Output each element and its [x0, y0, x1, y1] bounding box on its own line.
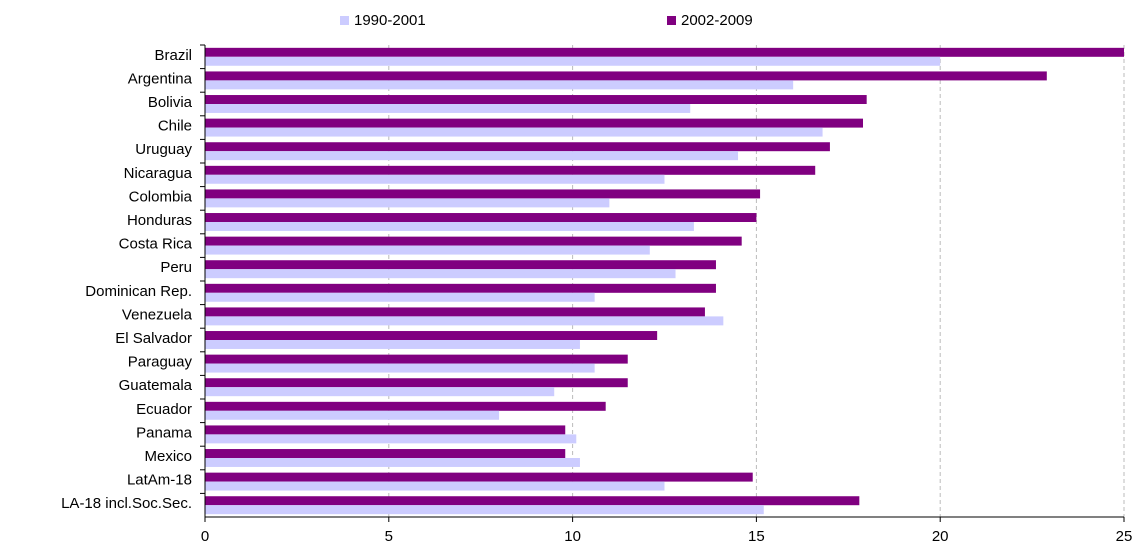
x-tick-label: 25 [1116, 528, 1133, 545]
legend-label: 2002-2009 [681, 12, 753, 29]
y-tick-label: LatAm-18 [127, 472, 192, 489]
bar [205, 118, 864, 128]
bar [205, 174, 665, 184]
bar [205, 354, 628, 364]
bar [205, 331, 658, 340]
bar [205, 80, 794, 90]
bar [205, 363, 595, 373]
y-tick-label: Peru [160, 259, 192, 276]
bar [205, 151, 739, 161]
x-tick-label: 10 [564, 528, 581, 545]
bar [205, 71, 1047, 81]
y-tick-label: Chile [158, 118, 192, 135]
x-tick-label: 5 [385, 528, 393, 545]
legend-swatch [667, 16, 676, 25]
bar [205, 198, 610, 208]
bar [205, 142, 830, 152]
bar [205, 378, 628, 388]
bar [205, 236, 742, 246]
y-tick-label: El Salvador [115, 330, 192, 347]
x-tick-label: 15 [748, 528, 765, 545]
bar [205, 505, 764, 515]
y-tick-label: Argentina [128, 70, 193, 87]
bar [205, 104, 691, 113]
bar [205, 316, 724, 326]
bar [205, 458, 580, 467]
x-tick-label: 0 [201, 528, 209, 545]
legend-swatch [340, 16, 349, 25]
y-tick-label: Ecuador [136, 401, 192, 418]
y-tick-label: Mexico [144, 448, 192, 465]
bar [205, 95, 867, 104]
bar [205, 260, 716, 270]
y-tick-label: Nicaragua [124, 165, 193, 182]
y-tick-label: Dominican Rep. [85, 283, 192, 300]
bar [205, 496, 860, 506]
bar [205, 56, 941, 66]
bar [205, 481, 665, 491]
y-tick-label: Colombia [129, 188, 193, 205]
bar [205, 47, 1124, 57]
y-tick-label: Bolivia [148, 94, 193, 111]
bar [205, 340, 580, 349]
bar [205, 165, 816, 175]
x-tick-label: 20 [932, 528, 949, 545]
y-tick-label: Honduras [127, 212, 192, 229]
y-tick-label: Costa Rica [119, 236, 193, 253]
bar [205, 269, 676, 279]
y-tick-label: Venezuela [122, 306, 193, 323]
bar [205, 189, 761, 199]
bar [205, 434, 577, 444]
bar [205, 449, 566, 458]
bar [205, 127, 823, 137]
bar [205, 307, 705, 317]
bar [205, 292, 595, 302]
y-tick-label: Guatemala [119, 377, 193, 394]
y-tick-label: Brazil [154, 47, 192, 64]
bar [205, 472, 753, 482]
y-tick-label: Panama [136, 424, 193, 441]
bar [205, 222, 694, 231]
y-tick-label: Uruguay [135, 141, 192, 158]
bar [205, 425, 566, 435]
y-tick-label: Paraguay [128, 354, 193, 371]
bar [205, 410, 500, 420]
bar [205, 401, 606, 411]
bar [205, 283, 716, 293]
bar [205, 387, 555, 397]
y-tick-label: LA-18 incl.Soc.Sec. [61, 495, 192, 512]
legend-label: 1990-2001 [354, 12, 426, 29]
bar [205, 213, 757, 222]
bar [205, 245, 650, 255]
